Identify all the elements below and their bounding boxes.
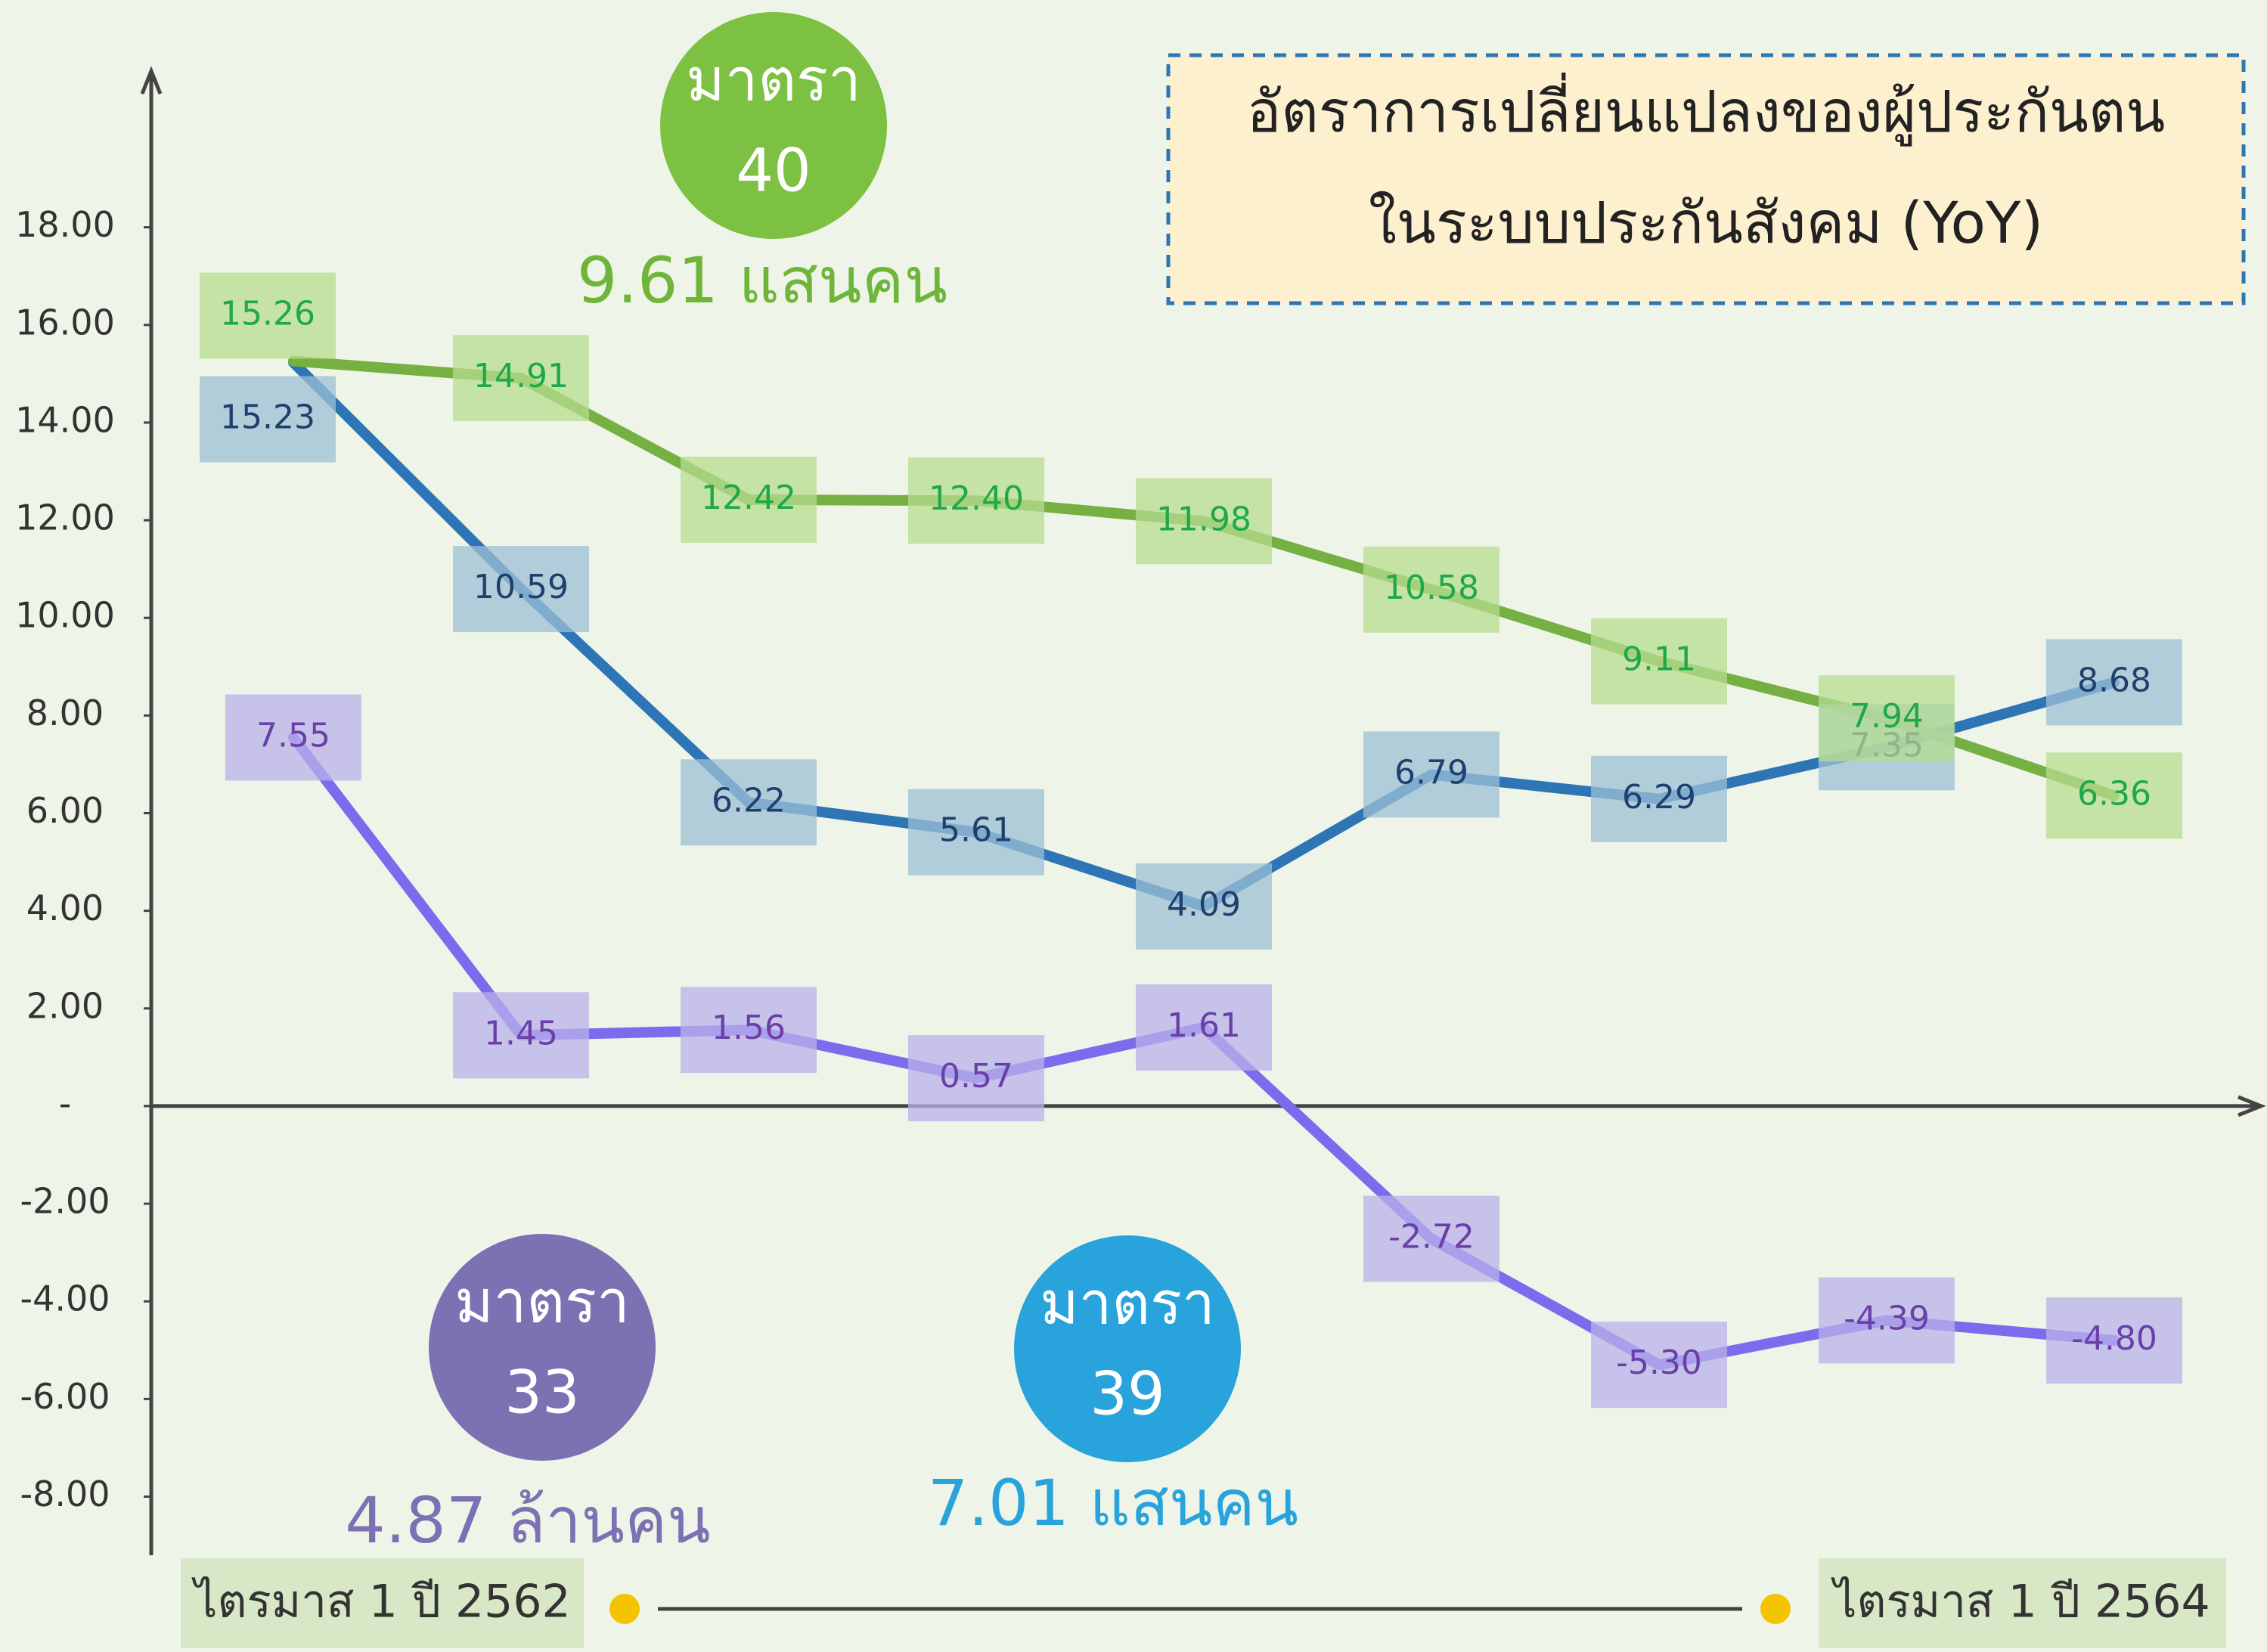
value-box: [1363, 546, 1499, 633]
value-label: 10.59: [473, 568, 569, 606]
value-box: [1591, 1322, 1727, 1409]
badge-count: 4.87 ล้านคน: [345, 1483, 710, 1557]
badge-label: 39: [1090, 1360, 1165, 1428]
badge: [660, 12, 887, 239]
value-box: [908, 789, 1044, 876]
value-label: 6.22: [712, 781, 786, 820]
value-label: 15.26: [220, 295, 315, 333]
value-box: [1819, 1277, 1955, 1364]
y-tick-label: 16.00: [15, 302, 115, 342]
value-box: [1363, 1195, 1499, 1282]
value-box: [908, 1035, 1044, 1122]
title-box: [1166, 53, 2246, 305]
badge-count: 9.61 แสนคน: [577, 243, 947, 318]
y-tick-label: -: [59, 1083, 72, 1124]
x-axis-arrow: [2238, 1095, 2266, 1117]
value-box: [200, 272, 336, 359]
y-tick-label: 4.00: [26, 888, 104, 928]
y-tick-label: 12.00: [15, 497, 115, 538]
value-label: 6.79: [1394, 753, 1468, 792]
value-box: [1819, 675, 1955, 762]
value-box: [1591, 618, 1727, 705]
timeline-dot: [609, 1594, 640, 1624]
y-tick-label: 14.00: [15, 399, 115, 440]
value-label: 8.68: [2077, 661, 2151, 699]
value-label: 9.11: [1622, 640, 1696, 679]
badge-label: มาตรา: [454, 1268, 630, 1336]
badge: [429, 1234, 656, 1461]
badge: [1014, 1235, 1241, 1462]
value-box: [1136, 984, 1272, 1071]
value-label: -2.72: [1388, 1218, 1475, 1257]
value-label: -5.30: [1616, 1344, 1702, 1382]
value-box: [1591, 755, 1727, 842]
value-label: 12.40: [929, 479, 1024, 518]
value-label: 14.91: [473, 357, 569, 395]
period-box: [181, 1558, 584, 1648]
value-box: [1136, 478, 1272, 565]
chart-title: ในระบบประกันสังคม (YoY): [1369, 189, 2043, 256]
badge-label: 33: [504, 1359, 579, 1427]
period-start: ไตรมาส 1 ปี 2562: [191, 1576, 570, 1629]
value-box: [681, 987, 817, 1074]
value-label: -4.39: [1844, 1299, 1930, 1337]
y-tick-label: 6.00: [26, 790, 104, 831]
y-tick-label: 2.00: [26, 985, 104, 1026]
value-label: 11.98: [1156, 500, 1251, 538]
value-box: [908, 457, 1044, 544]
y-tick-label: -6.00: [20, 1376, 110, 1417]
badge-label: มาตรา: [686, 46, 861, 114]
value-label: 1.56: [712, 1009, 786, 1047]
period-box: [1819, 1558, 2226, 1648]
y-tick-label: 8.00: [26, 693, 104, 733]
y-axis-arrow: [140, 66, 163, 95]
value-box: [2046, 639, 2182, 726]
value-label: 6.29: [1622, 778, 1696, 817]
value-box: [1136, 863, 1272, 950]
y-tick-label: 10.00: [15, 595, 115, 636]
value-label: 5.61: [939, 811, 1013, 850]
value-box: [453, 992, 589, 1079]
value-box: [681, 759, 817, 846]
chart-title: อัตราการเปลี่ยนแปลงของผู้ประกันตน: [1247, 73, 2166, 147]
value-label: 10.58: [1384, 569, 1479, 607]
value-box: [453, 335, 589, 422]
y-tick-label: -2.00: [20, 1181, 110, 1222]
value-label: 7.55: [256, 716, 330, 755]
value-box: [200, 376, 336, 463]
value-box: [681, 456, 817, 543]
value-label: 1.45: [484, 1014, 558, 1052]
value-label: 15.23: [220, 398, 315, 436]
badge-count: 7.01 แสนคน: [928, 1466, 1298, 1540]
value-box: [225, 694, 361, 781]
y-tick-label: -8.00: [20, 1474, 110, 1514]
series-line: [288, 357, 2120, 912]
y-tick-label: 18.00: [15, 204, 115, 245]
value-label: 6.36: [2077, 774, 2151, 813]
period-end: ไตรมาส 1 ปี 2564: [1831, 1576, 2210, 1629]
value-label: 7.94: [1850, 697, 1924, 736]
value-label: 4.09: [1167, 885, 1241, 924]
value-box: [2046, 1297, 2182, 1384]
badge-label: 40: [736, 137, 811, 205]
badge-label: มาตรา: [1040, 1269, 1215, 1337]
value-label: 12.42: [701, 479, 796, 517]
value-label: 0.57: [939, 1057, 1013, 1096]
value-box: [1363, 731, 1499, 818]
y-tick-label: -4.00: [20, 1279, 110, 1319]
value-label: -4.80: [2071, 1319, 2157, 1358]
value-label: 1.61: [1167, 1006, 1241, 1045]
value-box: [2046, 752, 2182, 839]
timeline-dot: [1760, 1594, 1791, 1624]
value-box: [453, 546, 589, 633]
